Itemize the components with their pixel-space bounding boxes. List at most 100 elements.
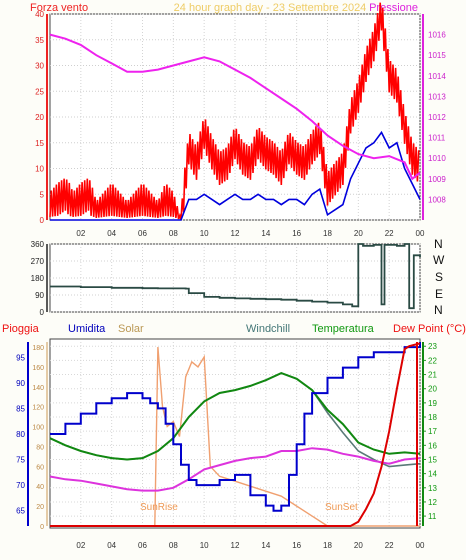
axes-layer: 0510152025303540100810091010101110121013… [16, 10, 446, 550]
weather-panel-frame [49, 338, 421, 529]
humidity-tick-label: 90 [16, 379, 25, 388]
series-layer [49, 2, 421, 527]
dewpoint-series [49, 447, 421, 492]
wind-tick-label: 35 [35, 36, 44, 45]
solar-tick-label: 60 [36, 464, 44, 471]
temperature-tick-label: 15 [428, 455, 437, 464]
dir-label-n-top: N [434, 237, 443, 251]
wind-tick-label: 15 [35, 139, 44, 148]
wind-average-series [50, 130, 421, 221]
humidity-label: Umidita [68, 323, 106, 335]
wind-tick-label: 10 [35, 165, 44, 174]
solar-series [50, 346, 420, 527]
wind-tick-label: 30 [35, 62, 44, 71]
rain-label: Pioggia [2, 323, 40, 335]
temperature-tick-label: 18 [428, 413, 437, 422]
dewpoint-label: Dew Point (°C) [393, 323, 466, 335]
temperature-tick-label: 11 [428, 512, 437, 521]
x-tick-label: 02 [76, 541, 85, 550]
x-tick-label: 22 [385, 541, 394, 550]
x-tick-label: 18 [323, 229, 332, 238]
x-tick-label: 00 [416, 229, 425, 238]
solar-tick-label: 160 [32, 365, 44, 372]
x-tick-label: 18 [323, 541, 332, 550]
x-tick-label: 20 [354, 229, 363, 238]
solar-tick-label: 40 [36, 484, 44, 491]
solar-tick-label: 100 [32, 425, 44, 432]
x-tick-label: 04 [107, 541, 116, 550]
temperature-tick-label: 12 [428, 498, 437, 507]
pressure-series [49, 33, 421, 181]
direction-tick-label: 90 [35, 291, 44, 300]
solar-tick-label: 0 [40, 524, 44, 531]
humidity-series [50, 342, 421, 512]
dir-label-s: S [435, 270, 443, 284]
sunset-annotation: SunSet [325, 502, 358, 513]
temperature-tick-label: 13 [428, 484, 437, 493]
windchill-label: Windchill [246, 323, 290, 335]
humidity-tick-label: 85 [16, 404, 25, 413]
solar-tick-label: 120 [32, 405, 44, 412]
humidity-tick-label: 95 [16, 353, 25, 362]
x-tick-label: 12 [231, 541, 240, 550]
wind-tick-label: 25 [35, 87, 44, 96]
x-tick-label: 06 [138, 229, 147, 238]
x-tick-label: 08 [169, 229, 178, 238]
wind-panel-grid [50, 13, 421, 221]
solar-tick-label: 140 [32, 385, 44, 392]
humidity-tick-label: 65 [16, 507, 25, 516]
pressure-title: Pressione [369, 2, 418, 14]
pressure-tick-label: 1008 [428, 195, 446, 204]
temperature-tick-label: 21 [428, 371, 437, 380]
pressure-tick-label: 1015 [428, 51, 446, 60]
rain-series [50, 342, 421, 527]
dir-label-w: W [433, 253, 445, 267]
wind-force-title: Forza vento [30, 2, 88, 14]
wind-direction-series [50, 243, 421, 310]
wind-tick-label: 20 [35, 113, 44, 122]
x-tick-label: 00 [416, 541, 425, 550]
x-tick-label: 04 [107, 229, 116, 238]
solar-tick-label: 20 [36, 504, 44, 511]
x-tick-label: 14 [261, 229, 270, 238]
humidity-tick-label: 70 [16, 481, 25, 490]
wind-tick-label: 5 [40, 190, 45, 199]
humidity-tick-label: 75 [16, 456, 25, 465]
pressure-tick-label: 1011 [428, 134, 446, 143]
direction-tick-label: 0 [40, 308, 45, 317]
weather-panel-grid [50, 342, 421, 526]
x-tick-label: 08 [169, 541, 178, 550]
temperature-series [49, 372, 421, 461]
wind-tick-label: 40 [35, 10, 44, 19]
dir-label-n-bottom: N [434, 303, 443, 317]
temperature-tick-label: 17 [428, 427, 437, 436]
x-tick-label: 06 [138, 541, 147, 550]
graph-date-title: 24 hour graph day - 23 Settembre 2024 [174, 2, 367, 14]
wind-tick-label: 0 [40, 216, 45, 225]
temperature-tick-label: 19 [428, 399, 437, 408]
temperature-tick-label: 16 [428, 441, 437, 450]
temperature-label: Temperatura [312, 323, 375, 335]
direction-tick-label: 180 [31, 274, 45, 283]
pressure-tick-label: 1009 [428, 175, 446, 184]
temperature-tick-label: 20 [428, 385, 437, 394]
solar-tick-label: 180 [32, 345, 44, 352]
direction-tick-label: 270 [31, 257, 45, 266]
temperature-tick-label: 23 [428, 342, 437, 351]
temperature-tick-label: 14 [428, 470, 437, 479]
x-tick-label: 22 [385, 229, 394, 238]
sunrise-annotation: SunRise [140, 502, 178, 513]
x-tick-label: 20 [354, 541, 363, 550]
x-tick-label: 14 [261, 541, 270, 550]
pressure-tick-label: 1010 [428, 154, 446, 163]
x-tick-label: 02 [76, 229, 85, 238]
pressure-tick-label: 1016 [428, 31, 446, 40]
temperature-tick-label: 22 [428, 356, 437, 365]
x-tick-label: 10 [200, 541, 209, 550]
solar-tick-label: 80 [36, 444, 44, 451]
direction-tick-label: 360 [31, 240, 45, 249]
humidity-tick-label: 80 [16, 430, 25, 439]
pressure-tick-label: 1012 [428, 113, 446, 122]
